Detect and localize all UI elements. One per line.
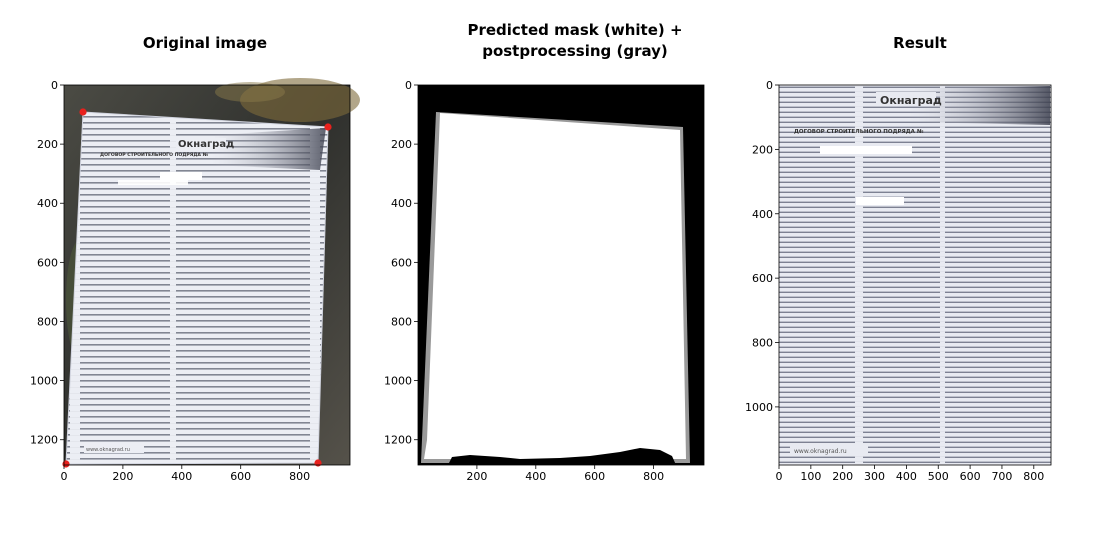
result-y-tick-label: 600 <box>752 272 773 285</box>
original-x-tick-label: 200 <box>112 470 133 483</box>
original-y-tick-label: 400 <box>37 197 58 210</box>
panel-title-result: Result <box>893 34 947 52</box>
mask-x-tick-label: 400 <box>525 470 546 483</box>
result-footer-url: www.oknagrad.ru <box>794 448 847 455</box>
result-x-tick-label: 500 <box>928 470 949 483</box>
original-x-tick-label: 400 <box>171 470 192 483</box>
original-x-tick-label: 0 <box>61 470 68 483</box>
mask-panel <box>417 84 705 466</box>
original-x-tick-label: 800 <box>289 470 310 483</box>
result-x-tick-label: 400 <box>896 470 917 483</box>
document-contract-title: ДОГОВОР СТРОИТЕЛЬНОГО ПОДРЯДА № <box>100 152 208 158</box>
result-x-tick-label: 300 <box>864 470 885 483</box>
result-y-tick-label: 400 <box>752 208 773 221</box>
result-y-tick-label: 800 <box>752 337 773 350</box>
corner-marker <box>314 459 322 467</box>
result-document <box>779 85 1051 465</box>
document-sheet <box>66 112 328 464</box>
original-y-tick-label: 1000 <box>30 375 58 388</box>
mask-x-tick-label: 200 <box>466 470 487 483</box>
mask-x-tick-label: 600 <box>584 470 605 483</box>
result-x-tick-label: 0 <box>776 470 783 483</box>
result-y-tick-label: 200 <box>752 143 773 156</box>
mask-x-tick-label: 800 <box>643 470 664 483</box>
result-x-tick-label: 700 <box>991 470 1012 483</box>
original-y-tick-label: 0 <box>51 79 58 92</box>
result-x-tick-label: 600 <box>960 470 981 483</box>
original-image-panel: Окнаград ДОГОВОР СТРОИТЕЛЬНОГО ПОДРЯДА №… <box>62 78 360 468</box>
result-axis-ticks: 0 100 200 300 400 500 600 700 800 0 200 400 600 800 10… <box>745 79 1044 483</box>
result-x-tick-label: 200 <box>832 470 853 483</box>
document-company-name: Окнаград <box>178 139 234 150</box>
document-footer-url: www.oknagrad.ru <box>86 447 130 453</box>
result-y-tick-label: 0 <box>766 79 773 92</box>
original-y-tick-label: 600 <box>37 256 58 269</box>
result-contract-title: ДОГОВОР СТРОИТЕЛЬНОГО ПОДРЯДА № <box>794 128 924 135</box>
mask-y-tick-label: 0 <box>405 79 412 92</box>
mask-y-tick-label: 800 <box>391 315 412 328</box>
original-x-tick-label: 600 <box>230 470 251 483</box>
mask-axes-frame <box>417 84 705 466</box>
predicted-mask <box>424 113 686 459</box>
original-y-tick-label: 200 <box>37 138 58 151</box>
result-y-tick-label: 1000 <box>745 401 773 414</box>
result-x-tick-label: 800 <box>1023 470 1044 483</box>
original-axis-ticks: 0 200 400 600 800 0 200 400 600 800 1000 1200 <box>30 79 310 483</box>
mask-y-tick-label: 600 <box>391 256 412 269</box>
corner-marker <box>79 108 87 116</box>
mask-axis-ticks: 200 400 600 800 0 200 400 600 800 1000 1200 <box>384 79 664 483</box>
result-panel: Окнаград ДОГОВОР СТРОИТЕЛЬНОГО ПОДРЯДА №… <box>778 84 1052 466</box>
original-y-tick-label: 800 <box>37 315 58 328</box>
mask-y-tick-label: 1000 <box>384 375 412 388</box>
result-x-tick-label: 100 <box>800 470 821 483</box>
mask-y-tick-label: 1200 <box>384 434 412 447</box>
original-y-tick-label: 1200 <box>30 434 58 447</box>
original-axes-frame <box>63 84 351 466</box>
result-company-name: Окнаград <box>880 94 942 107</box>
corner-marker <box>62 460 70 468</box>
panel-title-original: Original image <box>142 34 268 52</box>
result-axes-frame <box>778 84 1052 466</box>
mask-y-tick-label: 400 <box>391 197 412 210</box>
corner-marker <box>324 123 332 131</box>
panel-title-mask: Predicted mask (white) + postprocessing … <box>467 21 683 60</box>
mask-y-tick-label: 200 <box>391 138 412 151</box>
